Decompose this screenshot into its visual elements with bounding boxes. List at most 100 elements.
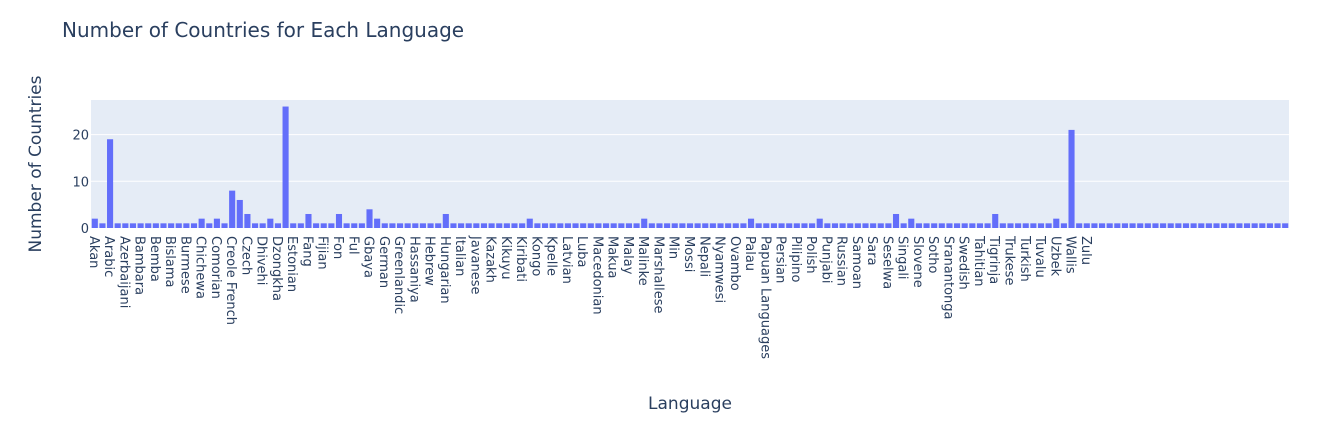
bar[interactable]: [198, 218, 205, 228]
bar[interactable]: [107, 139, 114, 228]
bar[interactable]: [709, 223, 716, 228]
bar[interactable]: [343, 223, 350, 228]
bar[interactable]: [831, 223, 839, 228]
bar[interactable]: [168, 223, 175, 228]
bar[interactable]: [999, 223, 1006, 228]
bar[interactable]: [969, 223, 976, 228]
bar[interactable]: [374, 218, 381, 228]
bar[interactable]: [1198, 223, 1205, 228]
bar[interactable]: [847, 223, 854, 228]
bar[interactable]: [1030, 223, 1037, 228]
bar[interactable]: [564, 223, 571, 228]
bar[interactable]: [870, 223, 877, 228]
bar[interactable]: [961, 223, 968, 228]
bar[interactable]: [641, 218, 648, 228]
bar[interactable]: [1037, 223, 1045, 228]
bar[interactable]: [976, 223, 984, 228]
bar[interactable]: [679, 223, 686, 228]
bar[interactable]: [419, 223, 426, 228]
bar[interactable]: [656, 223, 663, 228]
bar[interactable]: [328, 223, 335, 228]
bar[interactable]: [1007, 223, 1014, 228]
bar[interactable]: [137, 223, 144, 228]
bar[interactable]: [1259, 223, 1266, 228]
bar[interactable]: [1251, 223, 1258, 228]
bar[interactable]: [1045, 223, 1052, 228]
bar[interactable]: [1274, 223, 1281, 228]
bar[interactable]: [938, 223, 945, 228]
bar[interactable]: [1152, 223, 1159, 228]
bar[interactable]: [404, 223, 411, 228]
bar[interactable]: [1144, 223, 1151, 228]
bar[interactable]: [206, 223, 213, 228]
bar[interactable]: [175, 223, 182, 228]
bar[interactable]: [1022, 223, 1029, 228]
bar[interactable]: [114, 223, 121, 228]
bar[interactable]: [686, 223, 694, 228]
bar[interactable]: [923, 223, 930, 228]
bar[interactable]: [91, 218, 98, 228]
bar[interactable]: [1083, 223, 1090, 228]
bar[interactable]: [221, 223, 228, 228]
bar[interactable]: [389, 223, 396, 228]
bar[interactable]: [1190, 223, 1197, 228]
bar[interactable]: [648, 223, 655, 228]
bar[interactable]: [633, 223, 640, 228]
bar[interactable]: [1053, 218, 1060, 228]
bar[interactable]: [541, 223, 549, 228]
bar[interactable]: [862, 223, 869, 228]
bar[interactable]: [1076, 223, 1083, 228]
bar[interactable]: [618, 223, 625, 228]
bar[interactable]: [908, 218, 915, 228]
bar[interactable]: [320, 223, 327, 228]
bar[interactable]: [1205, 223, 1212, 228]
bar[interactable]: [1015, 223, 1022, 228]
bar[interactable]: [297, 223, 304, 228]
bar[interactable]: [1121, 223, 1128, 228]
bar[interactable]: [954, 223, 961, 228]
bar[interactable]: [1114, 223, 1121, 228]
bar[interactable]: [809, 223, 816, 228]
bar[interactable]: [595, 223, 602, 228]
bar[interactable]: [236, 199, 243, 228]
bar[interactable]: [1167, 223, 1174, 228]
bar[interactable]: [412, 223, 419, 228]
bar[interactable]: [580, 223, 587, 228]
bar[interactable]: [717, 223, 724, 228]
bar[interactable]: [465, 223, 472, 228]
bar[interactable]: [252, 223, 259, 228]
bar[interactable]: [572, 223, 579, 228]
bar[interactable]: [496, 223, 503, 228]
bar[interactable]: [1060, 223, 1067, 228]
bar[interactable]: [435, 223, 442, 228]
bar[interactable]: [534, 223, 541, 228]
bar[interactable]: [229, 190, 236, 228]
bar[interactable]: [1266, 223, 1273, 228]
bar[interactable]: [519, 223, 526, 228]
bar[interactable]: [747, 218, 755, 228]
bar[interactable]: [603, 223, 610, 228]
bar[interactable]: [694, 223, 701, 228]
bar[interactable]: [99, 223, 106, 228]
bar[interactable]: [1068, 129, 1075, 228]
bar[interactable]: [1243, 223, 1251, 228]
bar[interactable]: [1228, 223, 1235, 228]
bar[interactable]: [152, 223, 159, 228]
bar[interactable]: [610, 223, 617, 228]
bar[interactable]: [396, 223, 404, 228]
bar[interactable]: [358, 223, 365, 228]
bar[interactable]: [282, 106, 289, 228]
bar[interactable]: [1129, 223, 1136, 228]
bar[interactable]: [1099, 223, 1106, 228]
bar[interactable]: [503, 223, 510, 228]
bar[interactable]: [1160, 223, 1167, 228]
bar[interactable]: [664, 223, 671, 228]
bar[interactable]: [877, 223, 884, 228]
bar[interactable]: [427, 223, 434, 228]
bar[interactable]: [1282, 223, 1289, 228]
bar[interactable]: [213, 218, 220, 228]
bar[interactable]: [587, 223, 594, 228]
bar[interactable]: [549, 223, 556, 228]
bar[interactable]: [557, 223, 564, 228]
bar[interactable]: [145, 223, 152, 228]
